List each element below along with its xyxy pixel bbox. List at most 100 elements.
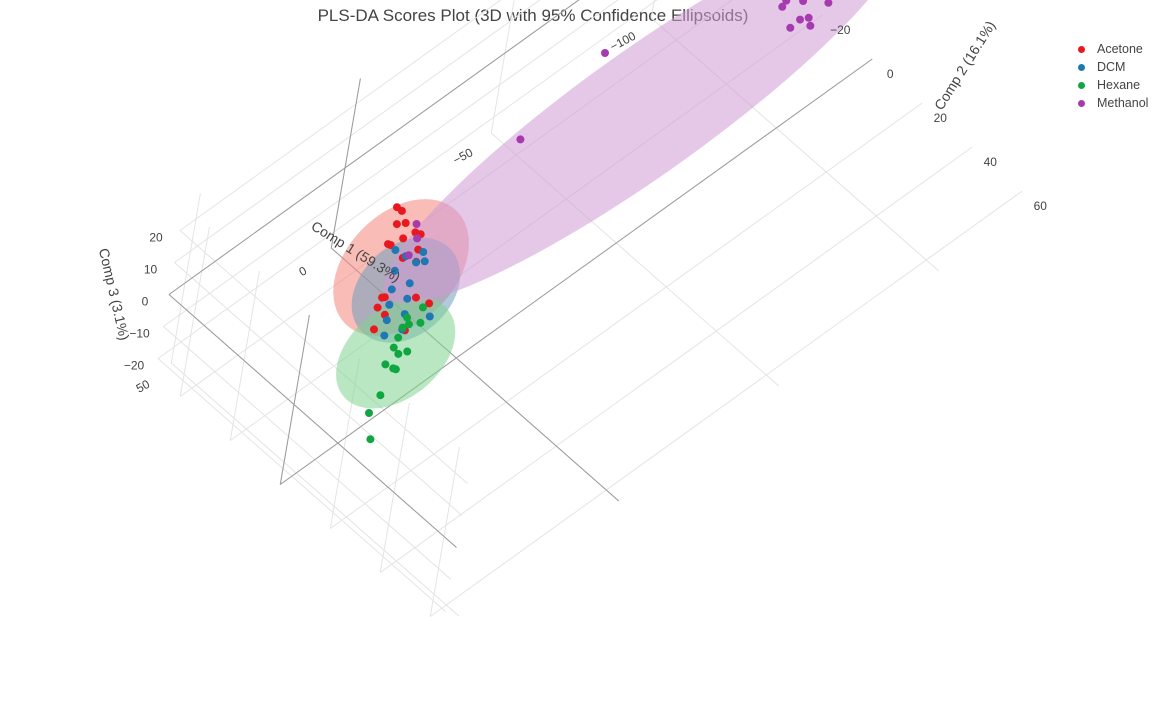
wall-gridline — [650, 0, 655, 19]
y-tick-label: 0 — [887, 67, 894, 81]
point-acetone[interactable] — [373, 303, 382, 312]
point-methanol[interactable] — [796, 15, 805, 24]
point-hexane[interactable] — [394, 349, 403, 358]
wall-gridline — [170, 193, 201, 364]
wall-gridline — [429, 446, 460, 617]
point-hexane[interactable] — [376, 391, 385, 400]
legend-label: DCM — [1097, 60, 1126, 74]
legend-marker — [1078, 99, 1085, 107]
point-dcm[interactable] — [419, 248, 428, 256]
wall-gridline — [179, 226, 210, 397]
wall-gridline — [163, 326, 452, 580]
ellipsoid-methanol — [383, 0, 904, 304]
axis-grid — [157, 0, 1023, 617]
zero-line — [168, 294, 457, 548]
point-methanol[interactable] — [786, 23, 795, 32]
point-dcm[interactable] — [403, 294, 412, 303]
point-dcm[interactable] — [390, 266, 399, 275]
point-hexane[interactable] — [394, 333, 403, 342]
legend-label: Methanol — [1097, 96, 1149, 110]
floor-gridline — [170, 362, 460, 617]
legend-item-dcm[interactable]: DCM — [1074, 58, 1148, 76]
point-methanol[interactable] — [804, 13, 813, 22]
point-acetone[interactable] — [412, 293, 420, 302]
z-tick-label: 10 — [144, 263, 158, 277]
point-hexane[interactable] — [381, 360, 390, 369]
point-dcm[interactable] — [385, 300, 394, 309]
zero-line — [279, 314, 310, 485]
confidence-ellipsoids — [333, 0, 904, 409]
point-hexane[interactable] — [365, 409, 373, 417]
point-hexane[interactable] — [366, 435, 375, 444]
wall-gridline — [379, 402, 410, 573]
point-hexane[interactable] — [416, 318, 425, 327]
point-hexane[interactable] — [403, 347, 412, 356]
floor-gridline — [379, 146, 973, 573]
y-tick-label: 40 — [984, 155, 998, 169]
point-hexane[interactable] — [389, 343, 398, 352]
point-methanol[interactable] — [412, 220, 421, 228]
z-tick-label: 20 — [149, 231, 163, 245]
point-acetone[interactable] — [401, 219, 410, 227]
point-methanol[interactable] — [516, 135, 525, 144]
point-dcm[interactable] — [382, 316, 391, 325]
wall-gridline — [157, 0, 658, 359]
point-dcm[interactable] — [380, 331, 389, 340]
z-axis-title: Comp 3 (3.1%) — [96, 247, 133, 342]
point-dcm[interactable] — [391, 246, 400, 254]
legend-label: Acetone — [1097, 42, 1143, 56]
point-hexane[interactable] — [398, 323, 407, 332]
point-hexane[interactable] — [403, 313, 412, 322]
data-points — [365, 0, 833, 444]
legend-marker — [1078, 81, 1085, 89]
wall-gridline — [179, 0, 502, 231]
z-tick-label: −10 — [129, 327, 150, 341]
point-methanol[interactable] — [824, 0, 833, 7]
point-acetone[interactable] — [399, 234, 408, 243]
point-acetone[interactable] — [380, 293, 389, 302]
legend: Acetone DCM Hexane Methanol — [1074, 40, 1148, 112]
z-tick-label: 0 — [142, 295, 149, 309]
z-tick-label: −20 — [124, 359, 145, 373]
point-dcm[interactable] — [405, 279, 414, 288]
point-methanol[interactable] — [404, 251, 413, 260]
wall-gridline — [174, 0, 541, 263]
x-tick-label: 0 — [297, 263, 310, 279]
point-acetone[interactable] — [397, 206, 406, 215]
wall-gridline — [174, 262, 463, 516]
floor-gridline — [429, 190, 1023, 617]
point-hexane[interactable] — [391, 365, 400, 374]
chart-title: PLS-DA Scores Plot (3D with 95% Confiden… — [317, 6, 749, 25]
y-axis-title: Comp 2 (16.1%) — [931, 18, 999, 113]
y-tick-label: −20 — [830, 23, 851, 37]
legend-item-hexane[interactable]: Hexane — [1074, 76, 1148, 94]
legend-marker — [1078, 45, 1085, 53]
point-acetone[interactable] — [392, 220, 401, 229]
wall-gridline — [179, 230, 468, 484]
point-hexane[interactable] — [418, 303, 427, 312]
y-tick-label: 20 — [934, 111, 948, 125]
point-dcm[interactable] — [425, 312, 434, 321]
wall-gridline — [490, 0, 515, 134]
point-methanol[interactable] — [413, 234, 422, 243]
legend-marker — [1078, 63, 1085, 71]
legend-item-methanol[interactable]: Methanol — [1074, 94, 1148, 112]
wall-gridline — [163, 0, 619, 327]
point-methanol[interactable] — [601, 49, 609, 57]
point-acetone[interactable] — [384, 240, 392, 249]
legend-item-acetone[interactable]: Acetone — [1074, 40, 1148, 58]
point-acetone[interactable] — [370, 325, 378, 334]
point-dcm[interactable] — [387, 285, 396, 294]
y-tick-label: 60 — [1034, 199, 1048, 213]
point-dcm[interactable] — [420, 257, 429, 266]
point-methanol[interactable] — [806, 21, 815, 30]
legend-label: Hexane — [1097, 78, 1141, 92]
wall-gridline — [229, 270, 260, 441]
point-methanol[interactable] — [799, 0, 808, 5]
point-dcm[interactable] — [412, 258, 420, 267]
point-hexane[interactable] — [404, 320, 413, 329]
point-acetone[interactable] — [425, 299, 434, 308]
point-methanol[interactable] — [778, 2, 787, 11]
zero-line — [279, 58, 873, 485]
